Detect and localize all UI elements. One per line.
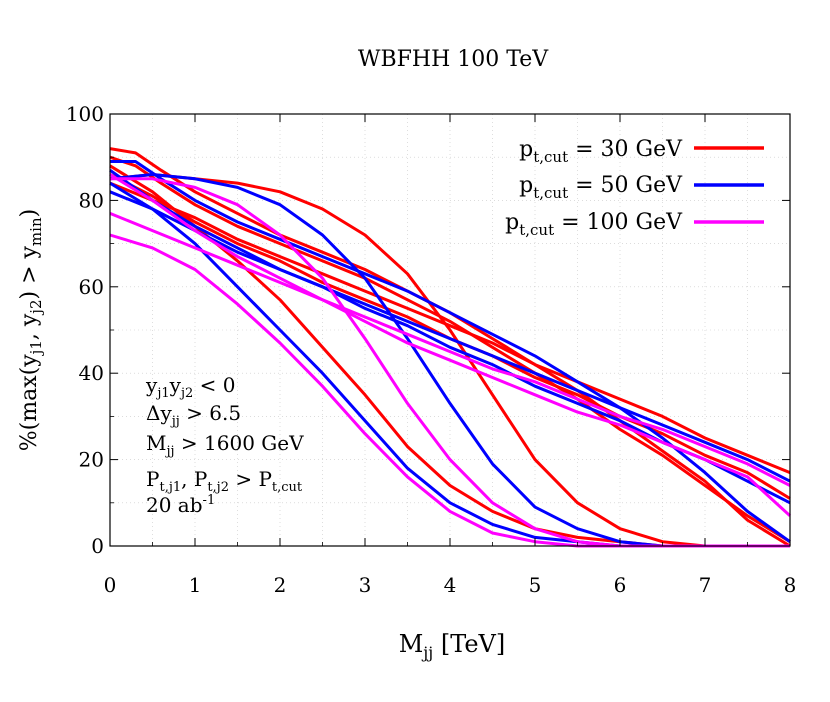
annotation-luminosity: 20 ab-1 xyxy=(146,493,215,517)
y-axis-label: %(max(yj1, yj2) > ymin) xyxy=(17,209,45,451)
y-tick-label: 80 xyxy=(79,188,104,212)
x-tick-label: 3 xyxy=(359,573,372,597)
x-tick-label: 1 xyxy=(189,573,202,597)
annotation-mass-cut: Mjj > 1600 GeV xyxy=(146,431,304,459)
cut-annotations: yj1yj2 < 0 Δyjj > 6.5 Mjj > 1600 GeV Pt,… xyxy=(145,373,304,517)
y-tick-label: 100 xyxy=(66,102,104,126)
y-tick-label: 20 xyxy=(79,448,104,472)
legend-entry-100gev: pt,cut = 100 GeV xyxy=(505,210,764,239)
chart-title: WBFHH 100 TeV xyxy=(358,47,549,72)
series-curve-0-3 xyxy=(109,181,791,474)
x-tick-label: 2 xyxy=(274,573,287,597)
y-tick-label: 0 xyxy=(91,534,104,558)
legend-label-100gev: pt,cut = 100 GeV xyxy=(505,210,683,239)
legend-label-50gev: pt,cut = 50 GeV xyxy=(519,173,683,202)
legend-entry-50gev: pt,cut = 50 GeV xyxy=(519,173,764,202)
annotation-rapidity-gap: Δyjj > 6.5 xyxy=(146,401,241,429)
y-axis-ticks: 0 20 40 60 80 100 xyxy=(66,102,790,558)
legend: pt,cut = 30 GeV pt,cut = 50 GeV pt,cut =… xyxy=(505,137,764,239)
x-axis-ticks: 0 1 2 3 4 5 6 7 8 xyxy=(104,114,797,597)
x-tick-label: 4 xyxy=(444,573,457,597)
annotation-rapidity-product: yj1yj2 < 0 xyxy=(145,373,235,401)
series-curve-1-2 xyxy=(109,190,791,483)
series-curve-2-0 xyxy=(109,173,792,517)
annotation-pt-cut: Pt,j1, Pt,j2 > Pt,cut xyxy=(146,467,303,495)
x-tick-label: 6 xyxy=(614,573,627,597)
x-tick-label: 7 xyxy=(699,573,712,597)
y-tick-label: 40 xyxy=(79,361,104,385)
legend-label-30gev: pt,cut = 30 GeV xyxy=(519,137,683,166)
x-tick-label: 0 xyxy=(104,573,117,597)
y-tick-label: 60 xyxy=(79,275,104,299)
x-tick-label: 5 xyxy=(529,573,542,597)
series-curve-2-1 xyxy=(109,212,791,487)
series-curve-0-1 xyxy=(109,155,791,543)
x-tick-label: 8 xyxy=(784,573,797,597)
series-curve-0-4 xyxy=(109,173,790,548)
x-axis-label: Mjj [TeV] xyxy=(399,630,506,662)
legend-entry-30gev: pt,cut = 30 GeV xyxy=(519,137,764,166)
